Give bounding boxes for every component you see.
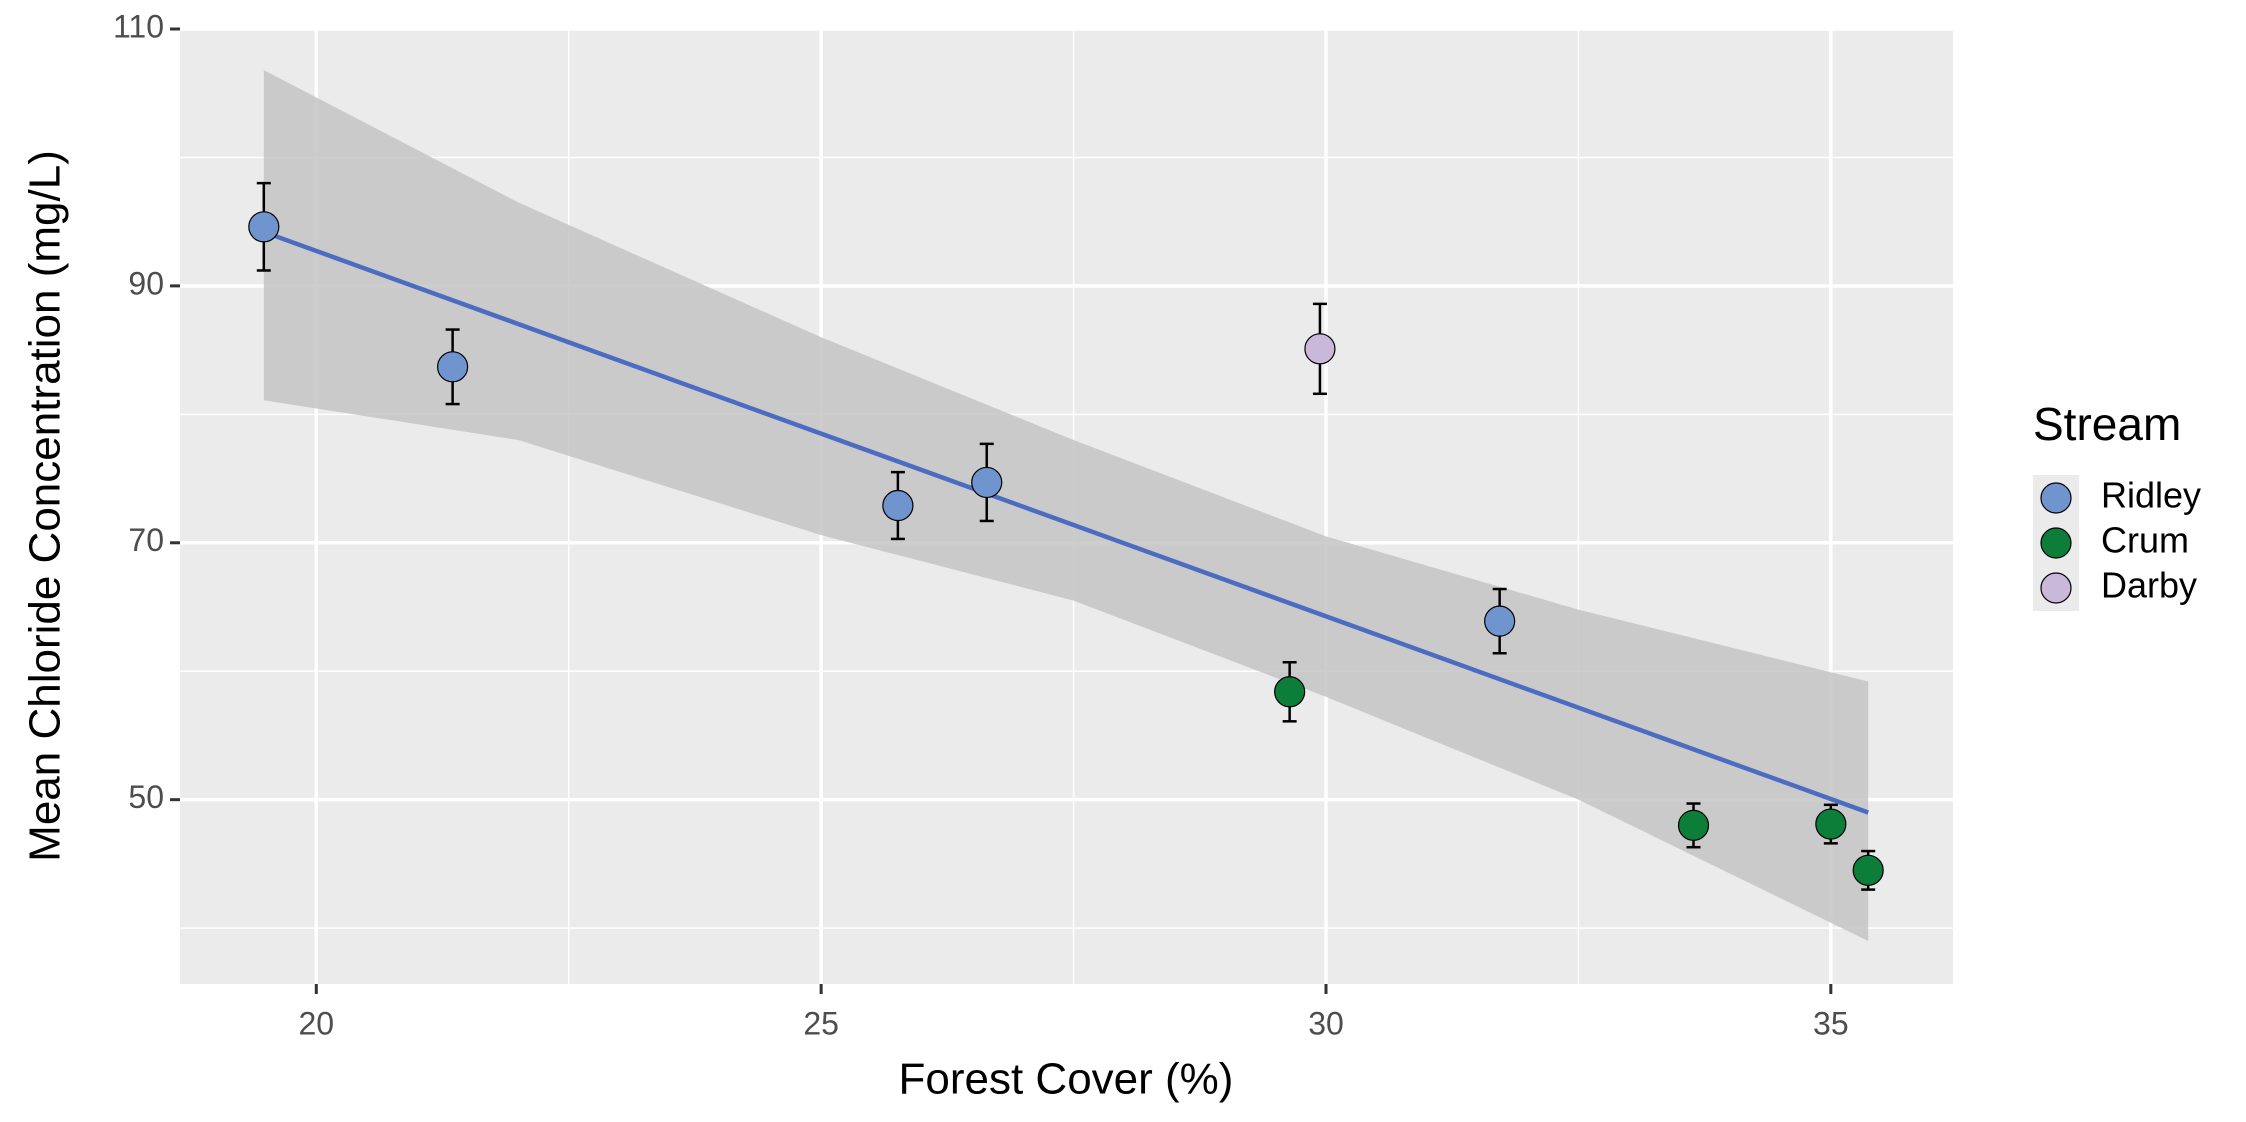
legend-label: Ridley [2101,475,2201,516]
point [248,211,280,243]
confidence-band [263,70,1869,941]
legend-title: Stream [2033,398,2181,450]
legend-key [2040,482,2072,514]
y-axis-title: Mean Chloride Concentration (mg/L) [21,150,70,862]
x-tick-label: 35 [1813,1005,1849,1041]
legend-label: Crum [2101,520,2189,561]
point [1304,333,1336,365]
y-tick-label: 110 [113,8,164,44]
legend-key [2040,572,2072,604]
x-tick-label: 20 [299,1005,335,1041]
point [1852,854,1884,886]
point [882,489,914,522]
point [437,351,469,383]
point [1677,809,1710,841]
y-tick-label: 90 [128,265,164,301]
fit-line [263,229,1869,815]
y-tick-label: 70 [128,522,164,558]
x-tick-label: 25 [803,1005,839,1041]
y-tick-label: 50 [128,779,164,815]
point [971,466,1003,499]
x-axis-title: Forest Cover (%) [899,1055,1234,1104]
point [1274,676,1306,708]
point [1815,808,1847,840]
legend-label: Darby [2101,565,2197,606]
point [1484,605,1516,637]
legend-key [2040,527,2072,559]
x-tick-label: 30 [1308,1005,1344,1041]
